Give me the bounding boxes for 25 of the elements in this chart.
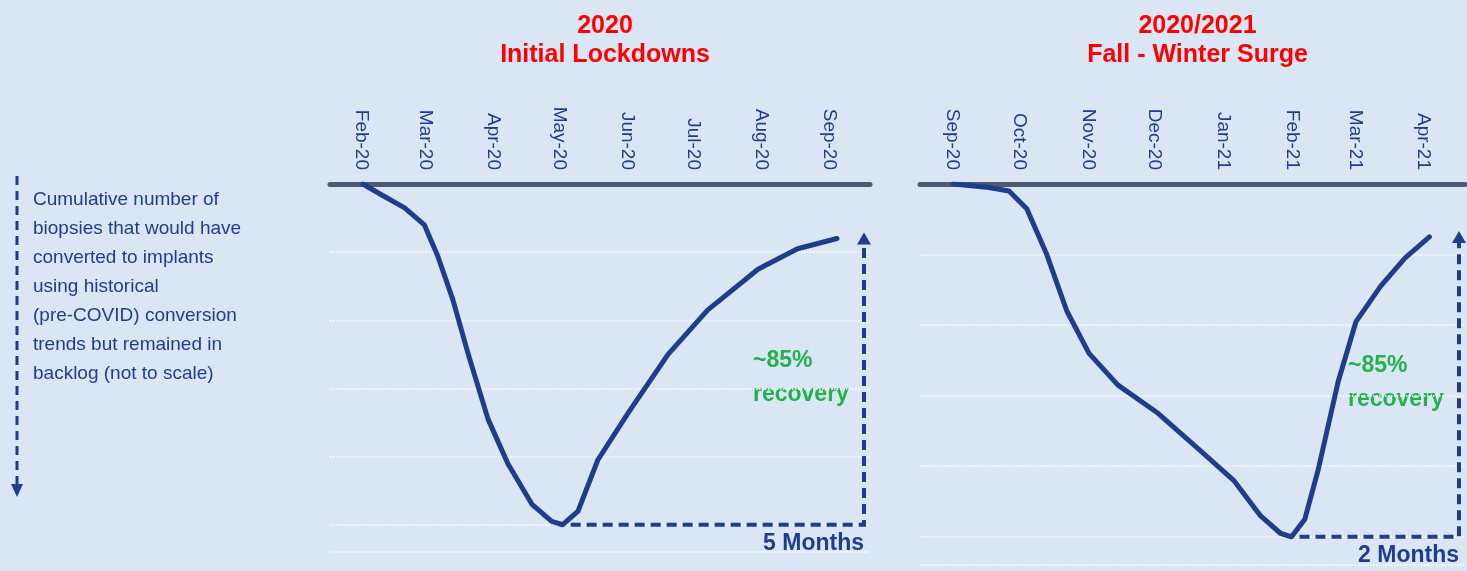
x-tick-label: Sep-20 (819, 108, 841, 170)
annotation: ~85% recovery (753, 345, 850, 406)
x-tick-label: Jul-20 (683, 118, 705, 170)
x-tick-label: Mar-21 (1345, 109, 1367, 170)
x-tick-label: Jan-21 (1214, 111, 1236, 170)
text: 5 Months (763, 529, 865, 556)
chart-title: 2020 (577, 9, 633, 38)
x-tick-label: May-20 (549, 106, 571, 170)
x-tick-label: Oct-20 (1009, 112, 1031, 170)
chart-title: 2020/2021 (1138, 9, 1257, 38)
y-axis-title: Cumulative number of biopsies that would have converted to implants using historical (pre-COVID) conversion trends but remained in backlog (not to scale) (33, 188, 247, 383)
x-tick-label: Apr-21 (1414, 112, 1436, 170)
text: 2 Months (1358, 541, 1460, 568)
x-tick-label: Feb-21 (1283, 109, 1305, 170)
chart-subtitle: Initial Lockdowns (500, 38, 710, 67)
x-tick-label: Feb-20 (352, 109, 374, 170)
x-tick-label: Dec-20 (1145, 108, 1167, 170)
x-tick-label: Mar-20 (416, 109, 438, 170)
x-tick-label: Aug-20 (751, 108, 773, 170)
x-tick-label: Nov-20 (1078, 108, 1100, 170)
annotation: ~85% recovery (1348, 350, 1445, 411)
x-tick-label: Apr-20 (484, 112, 506, 170)
chart-subtitle: Fall - Winter Surge (1087, 38, 1308, 67)
x-tick-label: Sep-20 (942, 108, 964, 170)
x-tick-label: Jun-20 (618, 111, 640, 170)
